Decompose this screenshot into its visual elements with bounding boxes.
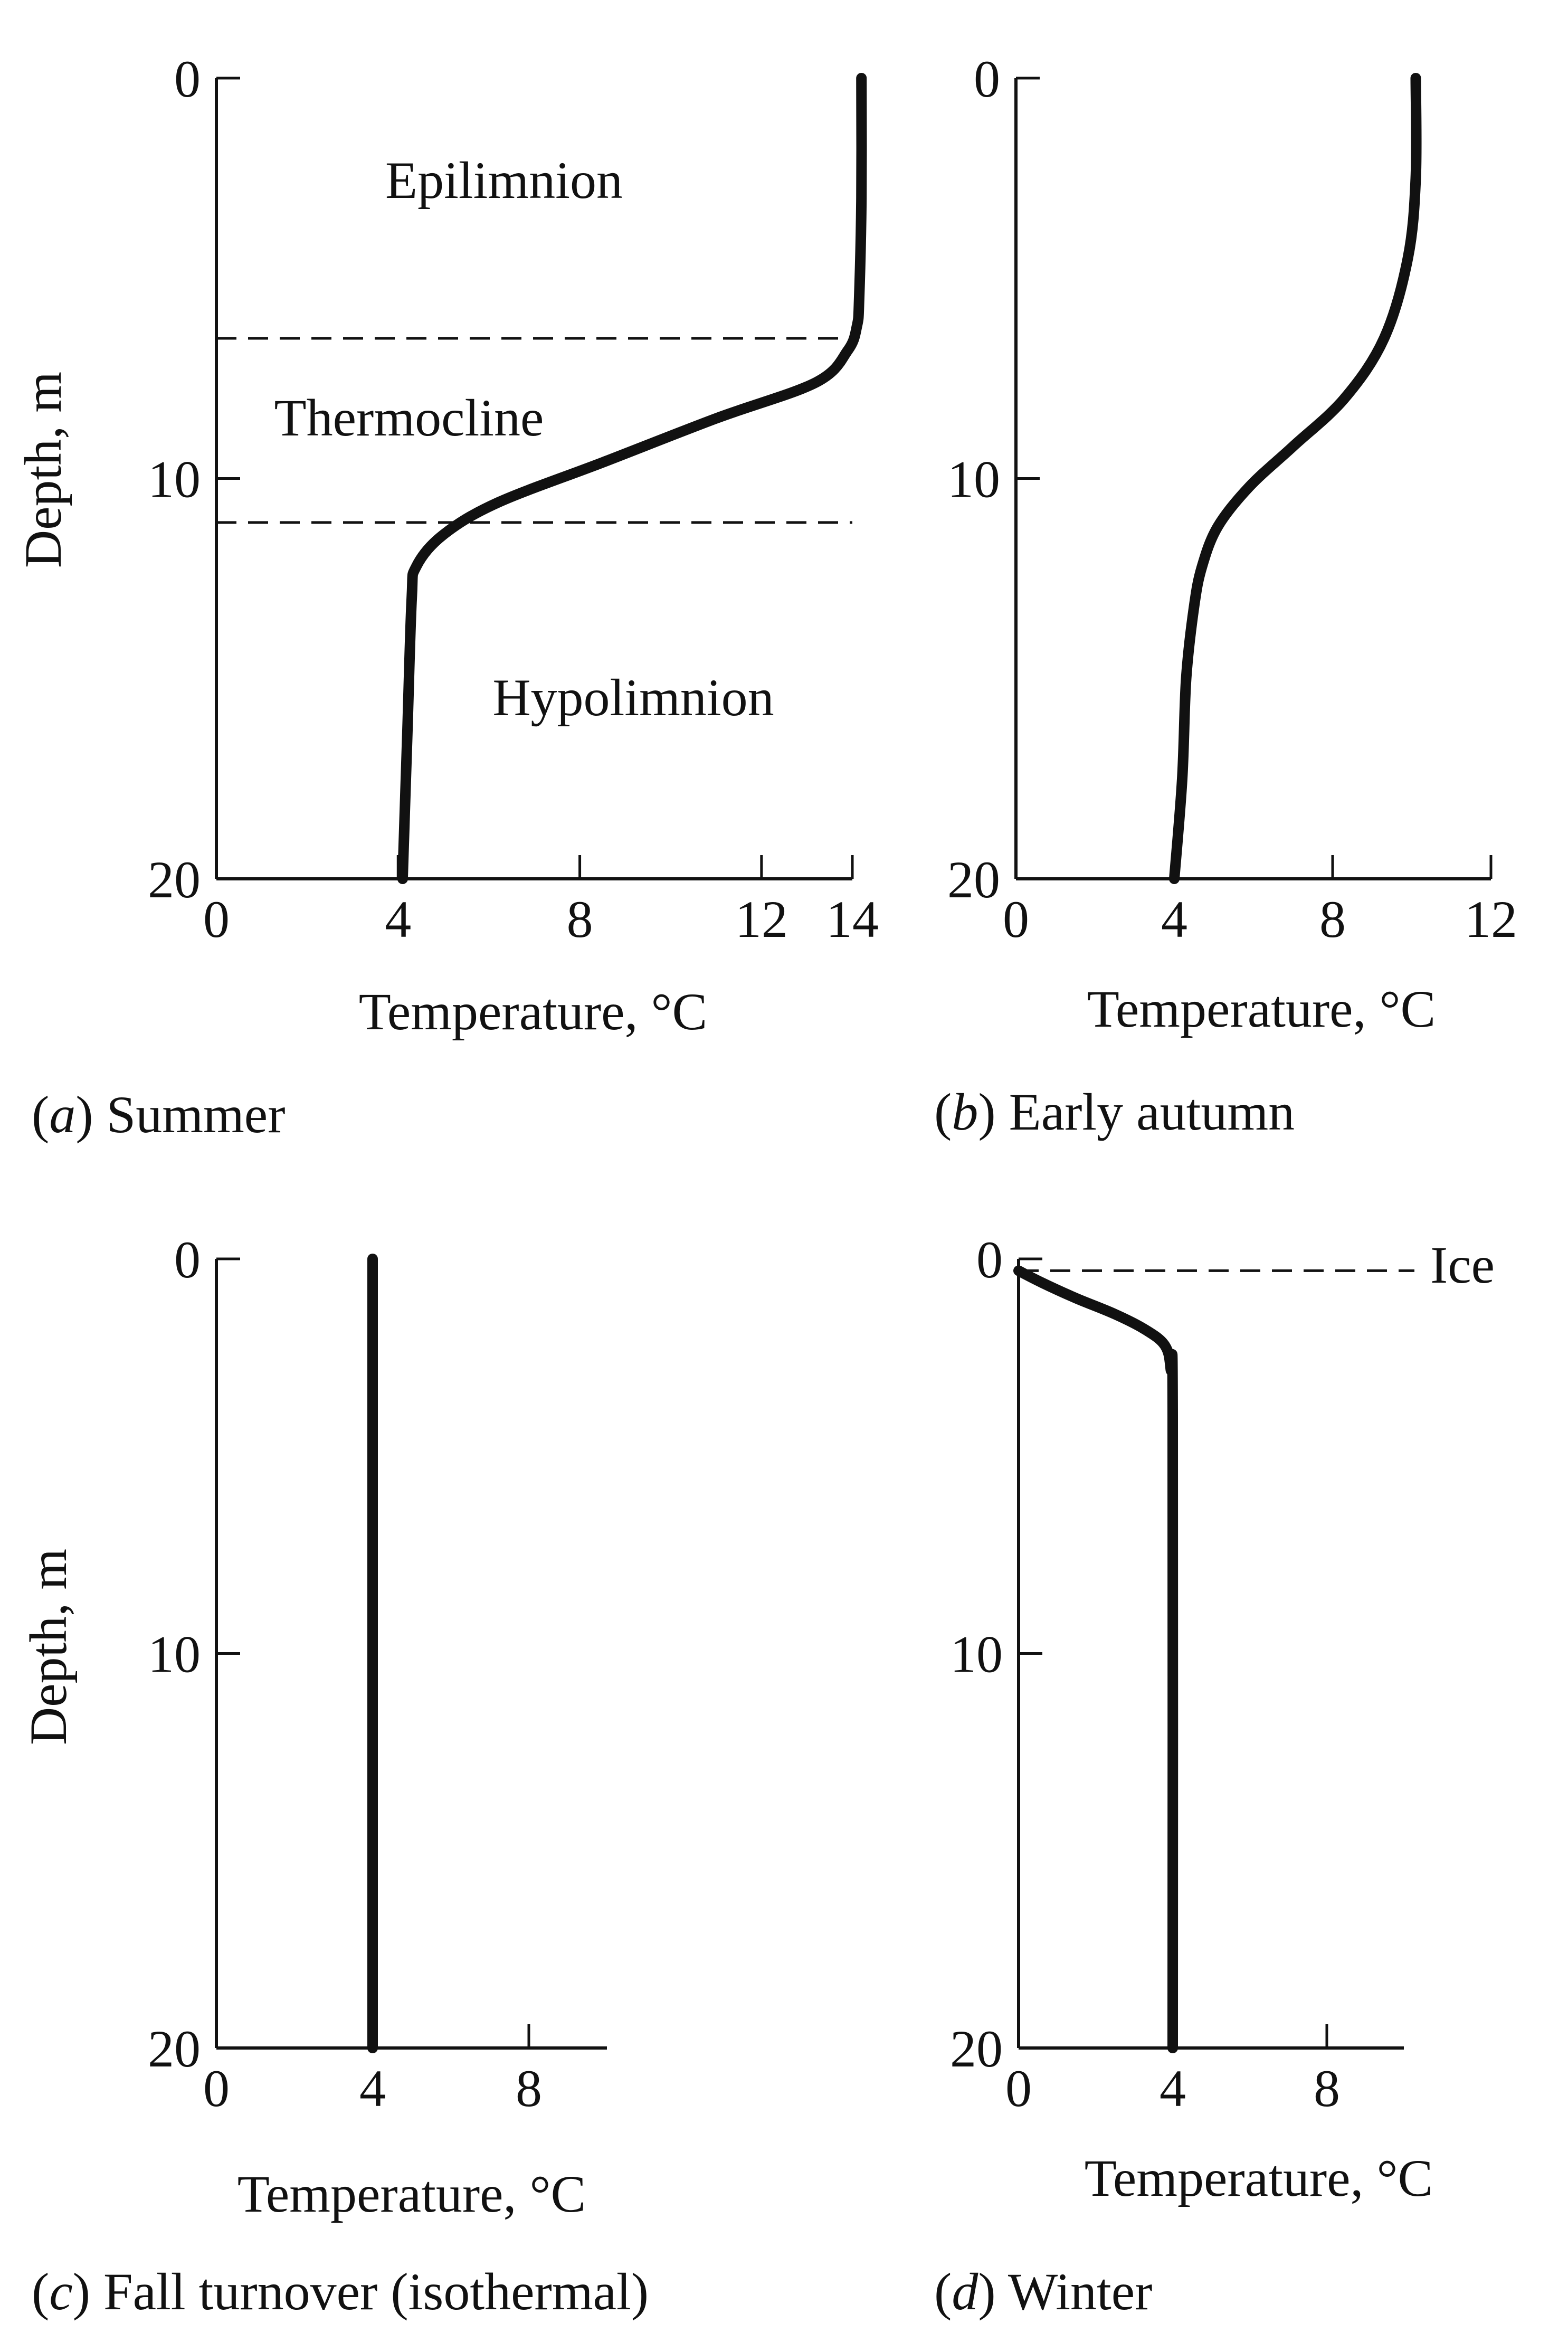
panel-fall-turnover: Depth, m Temperature, °C (c) Fall turnov… — [19, 1230, 649, 2321]
panel-caption: (d) Winter — [934, 2262, 1152, 2321]
ice-label: Ice — [1430, 1236, 1495, 1294]
x-axis-label: Temperature, °C — [359, 982, 708, 1041]
y-tick-label: 10 — [148, 450, 201, 509]
annotation-thermocline: Thermocline — [274, 388, 544, 447]
temperature-profile-line — [1169, 73, 1422, 884]
panel-caption: (c) Fall turnover (isothermal) — [32, 2262, 649, 2321]
y-tick-label: 0 — [974, 50, 1000, 108]
y-tick-label: 10 — [148, 1625, 201, 1684]
panel-caption: (a) Summer — [32, 1085, 286, 1144]
annotation-epilimnion: Epilimnion — [385, 151, 623, 210]
x-tick-label: 0 — [1005, 2059, 1032, 2118]
x-tick-label: 8 — [567, 890, 593, 949]
x-tick-label: 8 — [1319, 890, 1346, 949]
y-tick-label: 20 — [950, 2019, 1003, 2078]
x-tick-label: 4 — [1161, 890, 1187, 949]
y-tick-label: 0 — [976, 1230, 1003, 1289]
x-tick-label: 12 — [735, 890, 788, 949]
y-tick-label: 10 — [950, 1625, 1003, 1684]
panel-caption: (b) Early autumn — [934, 1083, 1295, 1141]
y-tick-label: 20 — [148, 2019, 201, 2078]
x-axis-label: Temperature, °C — [237, 2165, 586, 2223]
y-tick-label: 20 — [148, 850, 201, 909]
x-tick-label: 0 — [203, 890, 230, 949]
y-tick-label: 20 — [947, 850, 1000, 909]
x-tick-label: 14 — [826, 890, 879, 949]
x-tick-label: 8 — [1314, 2059, 1340, 2118]
x-tick-label: 0 — [1003, 890, 1029, 949]
y-tick-label: 0 — [174, 1230, 201, 1289]
annotation-hypolimnion: Hypolimnion — [492, 668, 774, 727]
x-axis-label: Temperature, °C — [1087, 980, 1436, 1038]
temperature-profile-line — [1013, 1265, 1179, 2053]
y-axis-label: Depth, m — [14, 372, 72, 568]
x-tick-label: 0 — [203, 2059, 230, 2118]
x-axis-label: Temperature, °C — [1085, 2149, 1433, 2207]
x-tick-label: 4 — [359, 2059, 386, 2118]
temperature-profile-line — [397, 73, 867, 884]
x-tick-label: 12 — [1465, 890, 1517, 949]
y-tick-label: 0 — [174, 50, 201, 108]
y-tick-label: 10 — [947, 450, 1000, 509]
y-axis-label: Depth, m — [19, 1549, 78, 1745]
x-tick-label: 8 — [516, 2059, 542, 2118]
x-tick-label: 4 — [1160, 2059, 1186, 2118]
panel-summer: Depth, m Epilimnion Thermocline Hypolimn… — [14, 50, 879, 1144]
x-tick-label: 4 — [385, 890, 411, 949]
